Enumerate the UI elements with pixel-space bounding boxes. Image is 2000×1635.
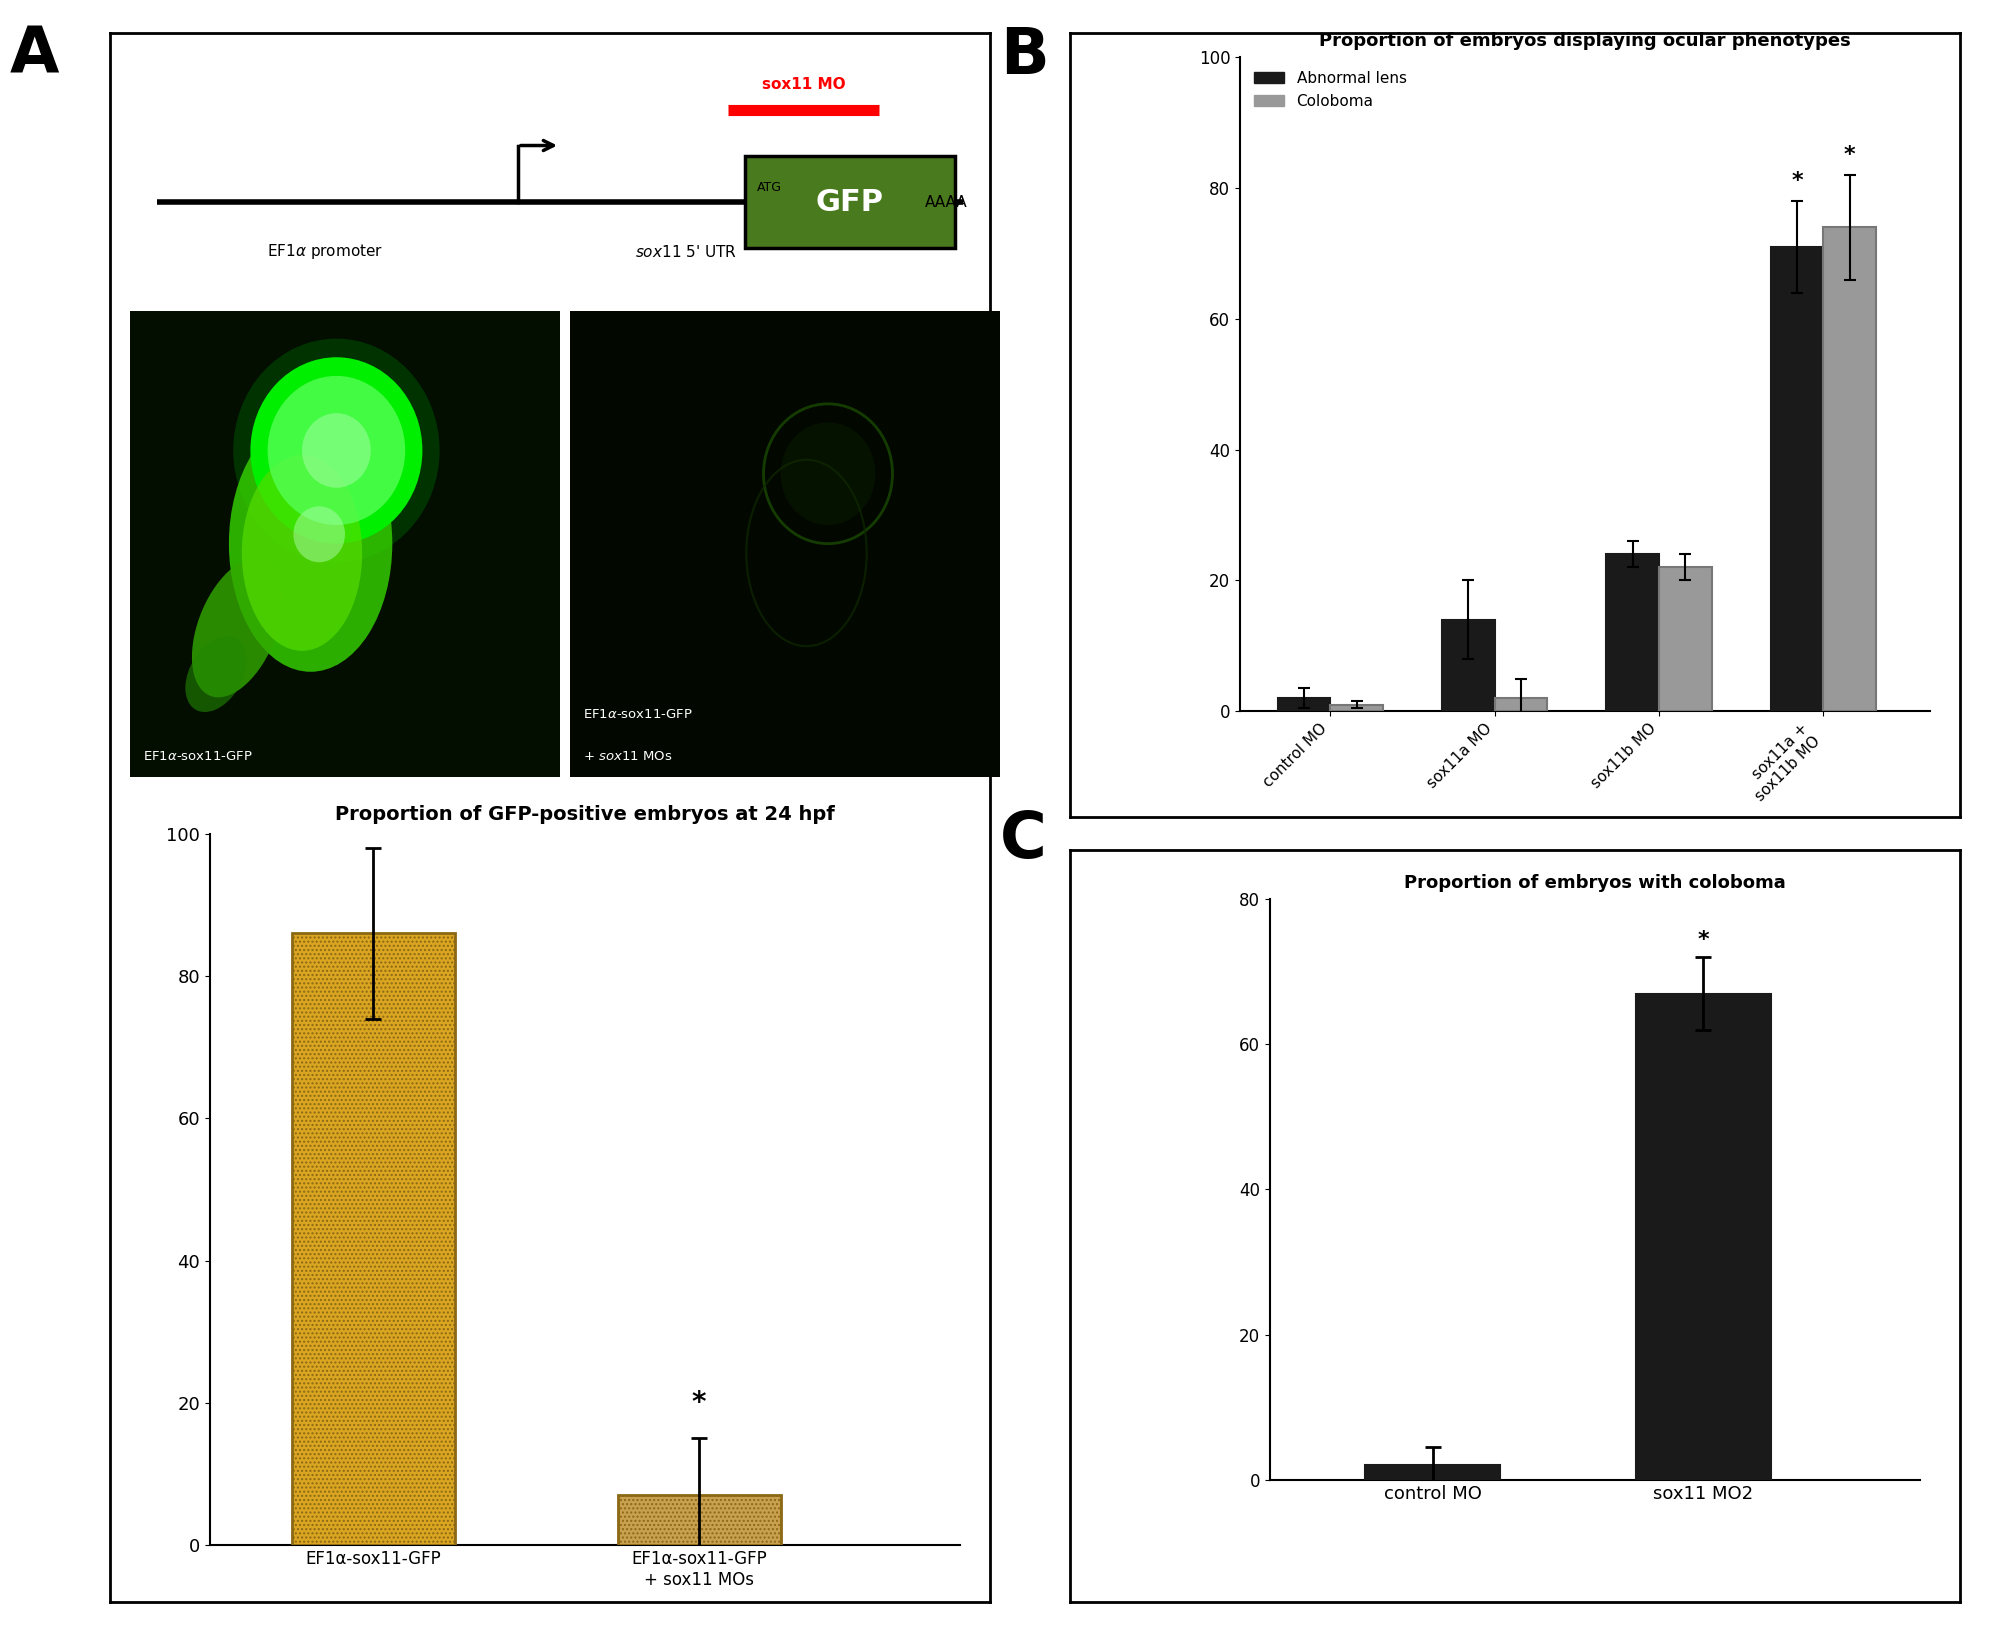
Ellipse shape bbox=[242, 455, 362, 651]
Ellipse shape bbox=[780, 422, 876, 525]
Circle shape bbox=[302, 414, 370, 487]
Text: EF1$\alpha$ promoter: EF1$\alpha$ promoter bbox=[266, 242, 382, 262]
Text: B: B bbox=[1000, 25, 1048, 87]
Text: EF1$\alpha$-sox11-GFP: EF1$\alpha$-sox11-GFP bbox=[582, 708, 692, 721]
Text: EF1$\alpha$-sox11-GFP: EF1$\alpha$-sox11-GFP bbox=[142, 749, 252, 762]
Text: A: A bbox=[10, 25, 60, 87]
Bar bbox=[1330, 705, 1382, 711]
Text: *: * bbox=[692, 1390, 706, 1418]
Text: + $\it{sox11}$ MOs: + $\it{sox11}$ MOs bbox=[582, 749, 672, 762]
Bar bbox=[618, 1496, 780, 1545]
Bar bbox=[1442, 620, 1494, 711]
Circle shape bbox=[250, 356, 422, 543]
Ellipse shape bbox=[228, 415, 392, 672]
Bar bbox=[1824, 227, 1876, 711]
Text: C: C bbox=[1000, 809, 1046, 871]
Text: *: * bbox=[1844, 146, 1856, 165]
Bar bbox=[1278, 698, 1330, 711]
Circle shape bbox=[294, 507, 346, 562]
Title: Proportion of embryos displaying ocular phenotypes: Proportion of embryos displaying ocular … bbox=[1320, 33, 1850, 51]
Text: *: * bbox=[1698, 930, 1710, 950]
Title: Proportion of embryos with coloboma: Proportion of embryos with coloboma bbox=[1404, 875, 1786, 893]
Bar bbox=[1606, 554, 1658, 711]
Bar bbox=[1494, 698, 1548, 711]
Text: AAAA: AAAA bbox=[924, 195, 968, 209]
Bar bbox=[1636, 994, 1772, 1480]
Legend: Abnormal lens, Coloboma: Abnormal lens, Coloboma bbox=[1248, 65, 1412, 114]
Ellipse shape bbox=[192, 558, 284, 698]
Ellipse shape bbox=[186, 636, 246, 711]
Text: $\it{sox11}$ 5' UTR: $\it{sox11}$ 5' UTR bbox=[636, 244, 736, 260]
Circle shape bbox=[268, 376, 406, 525]
Bar bbox=[1770, 247, 1824, 711]
Text: GFP: GFP bbox=[816, 188, 884, 217]
Bar bbox=[1658, 567, 1712, 711]
Bar bbox=[744, 157, 954, 249]
Bar bbox=[292, 934, 454, 1545]
Text: ATG: ATG bbox=[758, 181, 782, 195]
Text: sox11 MO: sox11 MO bbox=[762, 77, 846, 92]
Circle shape bbox=[234, 338, 440, 562]
Title: Proportion of GFP-positive embryos at 24 hpf: Proportion of GFP-positive embryos at 24… bbox=[336, 804, 834, 824]
Bar bbox=[1364, 1465, 1500, 1480]
Text: *: * bbox=[1792, 172, 1802, 191]
